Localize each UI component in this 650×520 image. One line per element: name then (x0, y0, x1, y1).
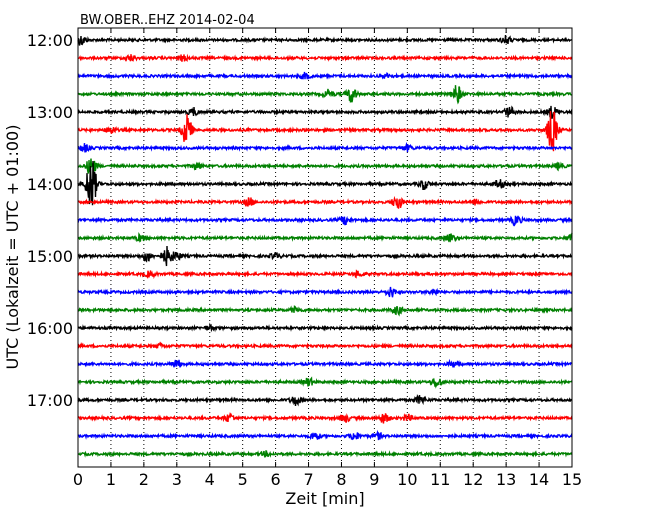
x-tick-label-15: 15 (562, 470, 582, 489)
y-axis-label: UTC (Lokalzeit = UTC + 01:00) (3, 125, 22, 370)
x-tick-label-14: 14 (529, 470, 549, 489)
trace-1700 (77, 394, 573, 407)
trace-1245 (77, 85, 573, 105)
y-tick-label-1500: 15:00 (27, 247, 73, 266)
trace-1500 (77, 245, 573, 267)
trace-1345 (77, 158, 573, 174)
x-tick-label-11: 11 (430, 470, 450, 489)
trace-1300 (77, 105, 573, 119)
y-tick-label-1700: 17:00 (27, 391, 73, 410)
x-tick-label-0: 0 (73, 470, 83, 489)
trace-1730 (77, 429, 573, 441)
trace-1400 (77, 160, 573, 206)
x-tick-label-10: 10 (397, 470, 417, 489)
y-tick-label-1400: 14:00 (27, 175, 73, 194)
trace-1715 (77, 412, 573, 424)
y-axis-ticks: 12:00 13:00 14:00 15:00 16:00 17:00 (27, 31, 572, 410)
trace-1630 (77, 358, 573, 368)
trace-1430 (77, 215, 573, 227)
plot-frame (77, 27, 573, 468)
trace-1415 (77, 195, 573, 209)
x-tick-label-9: 9 (369, 470, 379, 489)
trace-1600 (77, 322, 573, 333)
x-tick-label-12: 12 (463, 470, 483, 489)
trace-1200 (77, 35, 573, 46)
y-tick-label-1300: 13:00 (27, 103, 73, 122)
trace-1515 (77, 269, 573, 280)
trace-lines (77, 35, 573, 458)
trace-1315 (77, 111, 573, 152)
trace-1545 (78, 305, 573, 317)
x-tick-label-8: 8 (336, 470, 346, 489)
x-tick-label-7: 7 (303, 470, 313, 489)
trace-1230 (77, 71, 573, 80)
trace-1330 (77, 141, 573, 153)
trace-1615 (77, 341, 573, 350)
x-axis-ticks: 0 1 2 3 4 5 6 7 8 9 10 11 12 13 14 15 (73, 28, 582, 489)
x-tick-label-2: 2 (139, 470, 149, 489)
x-tick-label-3: 3 (172, 470, 182, 489)
chart-title: BW.OBER..EHZ 2014-02-04 (80, 13, 255, 28)
trace-1215 (77, 53, 573, 63)
x-tick-label-5: 5 (238, 470, 248, 489)
trace-1745 (78, 450, 573, 458)
x-tick-label-13: 13 (496, 470, 516, 489)
trace-1530 (77, 286, 573, 298)
y-tick-label-1200: 12:00 (27, 31, 73, 50)
x-tick-label-1: 1 (106, 470, 116, 489)
x-tick-label-6: 6 (271, 470, 281, 489)
trace-1645 (77, 376, 573, 389)
y-tick-label-1600: 16:00 (27, 319, 73, 338)
x-tick-label-4: 4 (205, 470, 215, 489)
trace-1445 (77, 232, 573, 243)
x-axis-label: Zeit [min] (285, 489, 364, 508)
